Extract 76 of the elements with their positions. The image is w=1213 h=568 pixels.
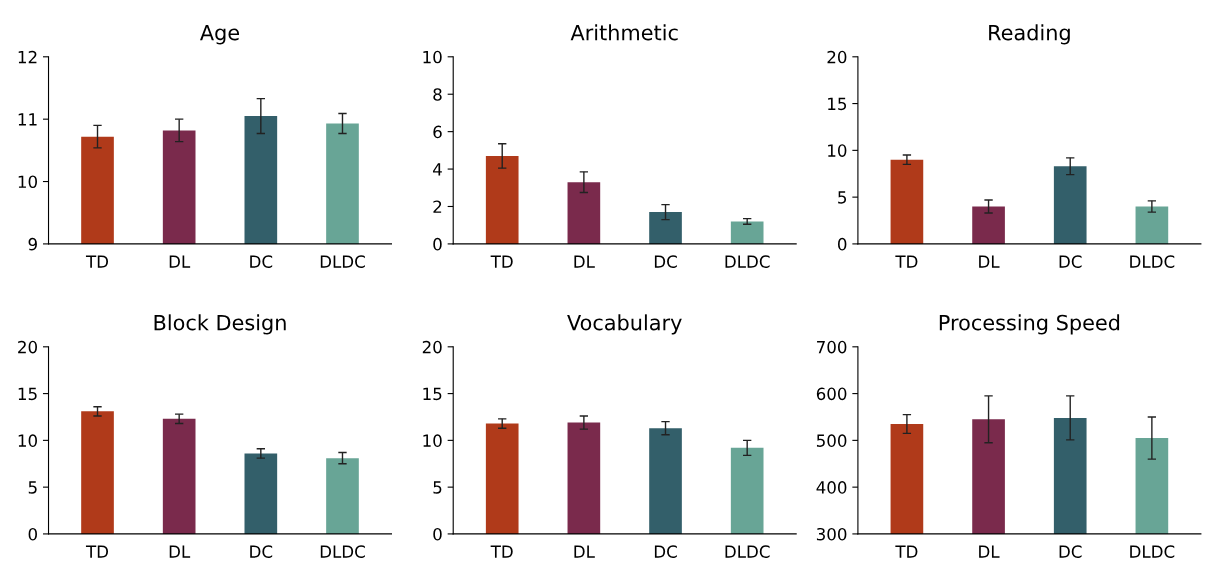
y-tick-label: 600 xyxy=(816,387,847,401)
bar xyxy=(1053,166,1087,244)
bar xyxy=(730,447,764,534)
x-tick-label: TD xyxy=(85,545,109,558)
y-tick-label: 400 xyxy=(816,481,847,494)
y-tick-label: 0 xyxy=(433,237,442,251)
y-tick-label: 700 xyxy=(817,340,847,354)
chart-title: Block Design xyxy=(154,314,286,335)
y-tick-label: 6 xyxy=(433,125,442,139)
bar xyxy=(485,423,519,534)
x-tick-label: TD xyxy=(85,255,109,268)
chart-title: Processing Speed xyxy=(939,314,1120,335)
y-tick-label: 10 xyxy=(18,434,37,447)
y-tick-label: 0 xyxy=(433,527,442,541)
x-tick-label: TD xyxy=(490,545,513,558)
y-tick-label: 15 xyxy=(423,387,442,401)
y-tick-label: 5 xyxy=(28,481,37,494)
y-tick-label: 0 xyxy=(28,527,37,541)
x-tick-label: DLDC xyxy=(1130,545,1175,558)
x-tick-label: DLDC xyxy=(725,255,770,268)
x-tick-label: TD xyxy=(490,255,513,268)
y-tick-label: 15 xyxy=(18,387,37,401)
bar xyxy=(162,418,196,534)
x-tick-label: DLDC xyxy=(320,255,365,268)
chart-title: Vocabulary xyxy=(567,314,682,335)
x-tick-label: DLDC xyxy=(320,545,365,558)
x-tick-label: TD xyxy=(895,255,918,268)
y-tick-label: 20 xyxy=(827,50,847,64)
bar xyxy=(485,155,519,244)
y-tick-label: 300 xyxy=(816,527,847,541)
bar xyxy=(567,182,601,244)
y-tick-label: 10 xyxy=(423,434,442,447)
y-tick-label: 12 xyxy=(18,50,37,64)
x-tick-label: TD xyxy=(895,545,918,558)
bar xyxy=(1135,206,1169,244)
chart-title: Age xyxy=(200,24,240,45)
bar xyxy=(81,411,114,534)
y-tick-label: 20 xyxy=(422,340,442,354)
y-tick-label: 5 xyxy=(838,191,847,204)
x-tick-label: DC xyxy=(1059,545,1082,558)
y-tick-label: 10 xyxy=(828,144,847,157)
bar xyxy=(244,453,278,534)
y-tick-label: 8 xyxy=(433,88,442,101)
x-tick-label: DLDC xyxy=(1130,255,1175,268)
x-tick-label: DL xyxy=(979,545,1000,558)
bar xyxy=(890,159,924,244)
y-tick-label: 2 xyxy=(433,200,442,213)
bar xyxy=(649,428,682,534)
chart-title: Arithmetic xyxy=(570,24,678,41)
y-tick-label: 9 xyxy=(28,237,37,251)
y-tick-label: 0 xyxy=(837,237,847,251)
y-tick-label: 5 xyxy=(433,481,442,494)
bar xyxy=(649,212,682,244)
x-tick-label: DLDC xyxy=(725,545,770,558)
x-tick-label: DL xyxy=(169,545,191,558)
bar xyxy=(730,221,764,244)
y-tick-label: 20 xyxy=(18,340,37,354)
x-tick-label: DC xyxy=(654,545,677,558)
bar xyxy=(972,206,1005,244)
bar xyxy=(326,458,359,534)
y-tick-label: 500 xyxy=(816,434,847,447)
x-tick-label: DC xyxy=(1059,255,1082,268)
bar xyxy=(567,422,601,534)
x-tick-label: DC xyxy=(654,255,677,268)
x-tick-label: DL xyxy=(574,255,595,268)
x-tick-label: DC xyxy=(250,255,273,268)
x-tick-label: DL xyxy=(979,255,1000,268)
y-tick-label: 4 xyxy=(433,163,442,176)
y-tick-label: 10 xyxy=(423,50,442,64)
y-tick-label: 11 xyxy=(18,113,37,126)
x-tick-label: DL xyxy=(574,545,595,558)
x-tick-label: DL xyxy=(169,255,191,268)
y-tick-label: 10 xyxy=(18,175,37,189)
chart-title: Reading xyxy=(989,24,1070,45)
y-tick-label: 15 xyxy=(828,97,847,111)
x-tick-label: DC xyxy=(250,545,273,558)
